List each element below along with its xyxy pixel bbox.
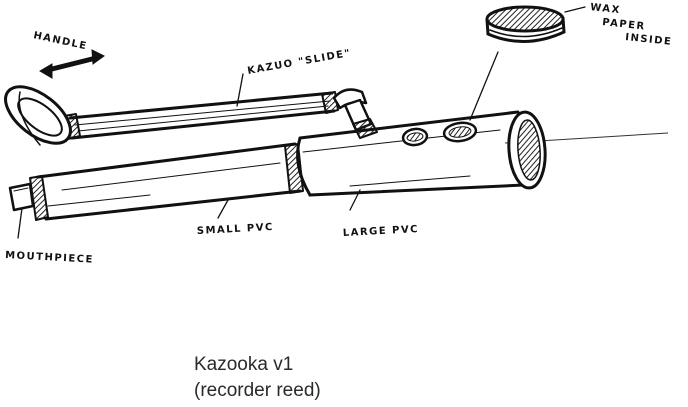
label-mouthpiece: MOUTHPIECE <box>5 250 94 266</box>
leader-lines <box>17 6 586 239</box>
handle-disk <box>4 85 72 146</box>
wax-paper-disk <box>485 5 566 44</box>
small-pvc-pipe <box>8 142 304 221</box>
caption: Kazooka v1 (recorder reed) <box>194 352 321 404</box>
small-pvc-leader <box>217 199 229 219</box>
label-wax-paper-2: PAPER <box>602 17 646 32</box>
label-handle: HANDLE <box>32 30 88 52</box>
large-pvc-pipe <box>296 110 547 197</box>
large-pvc-leader <box>349 189 361 211</box>
label-wax-paper-1: WAX <box>590 2 622 16</box>
label-small-pvc: SMALL PVC <box>197 222 275 237</box>
mouthpiece-leader <box>17 207 23 239</box>
handle-arrow <box>39 49 105 79</box>
slide-leader <box>236 73 244 107</box>
caption-title: Kazooka v1 <box>194 354 294 375</box>
wax-leader <box>469 51 499 121</box>
caption-subtitle: (recorder reed) <box>194 380 321 401</box>
label-large-pvc: LARGE PVC <box>343 224 420 239</box>
kazoo-slide-rod <box>63 91 339 140</box>
label-kazoo-slide: KAZUO "SLIDE" <box>247 48 353 77</box>
kazoo-holes <box>401 121 478 147</box>
slide-connector <box>332 88 378 139</box>
wax-label-leader <box>564 6 586 13</box>
label-wax-paper-3: INSIDE <box>625 32 673 48</box>
